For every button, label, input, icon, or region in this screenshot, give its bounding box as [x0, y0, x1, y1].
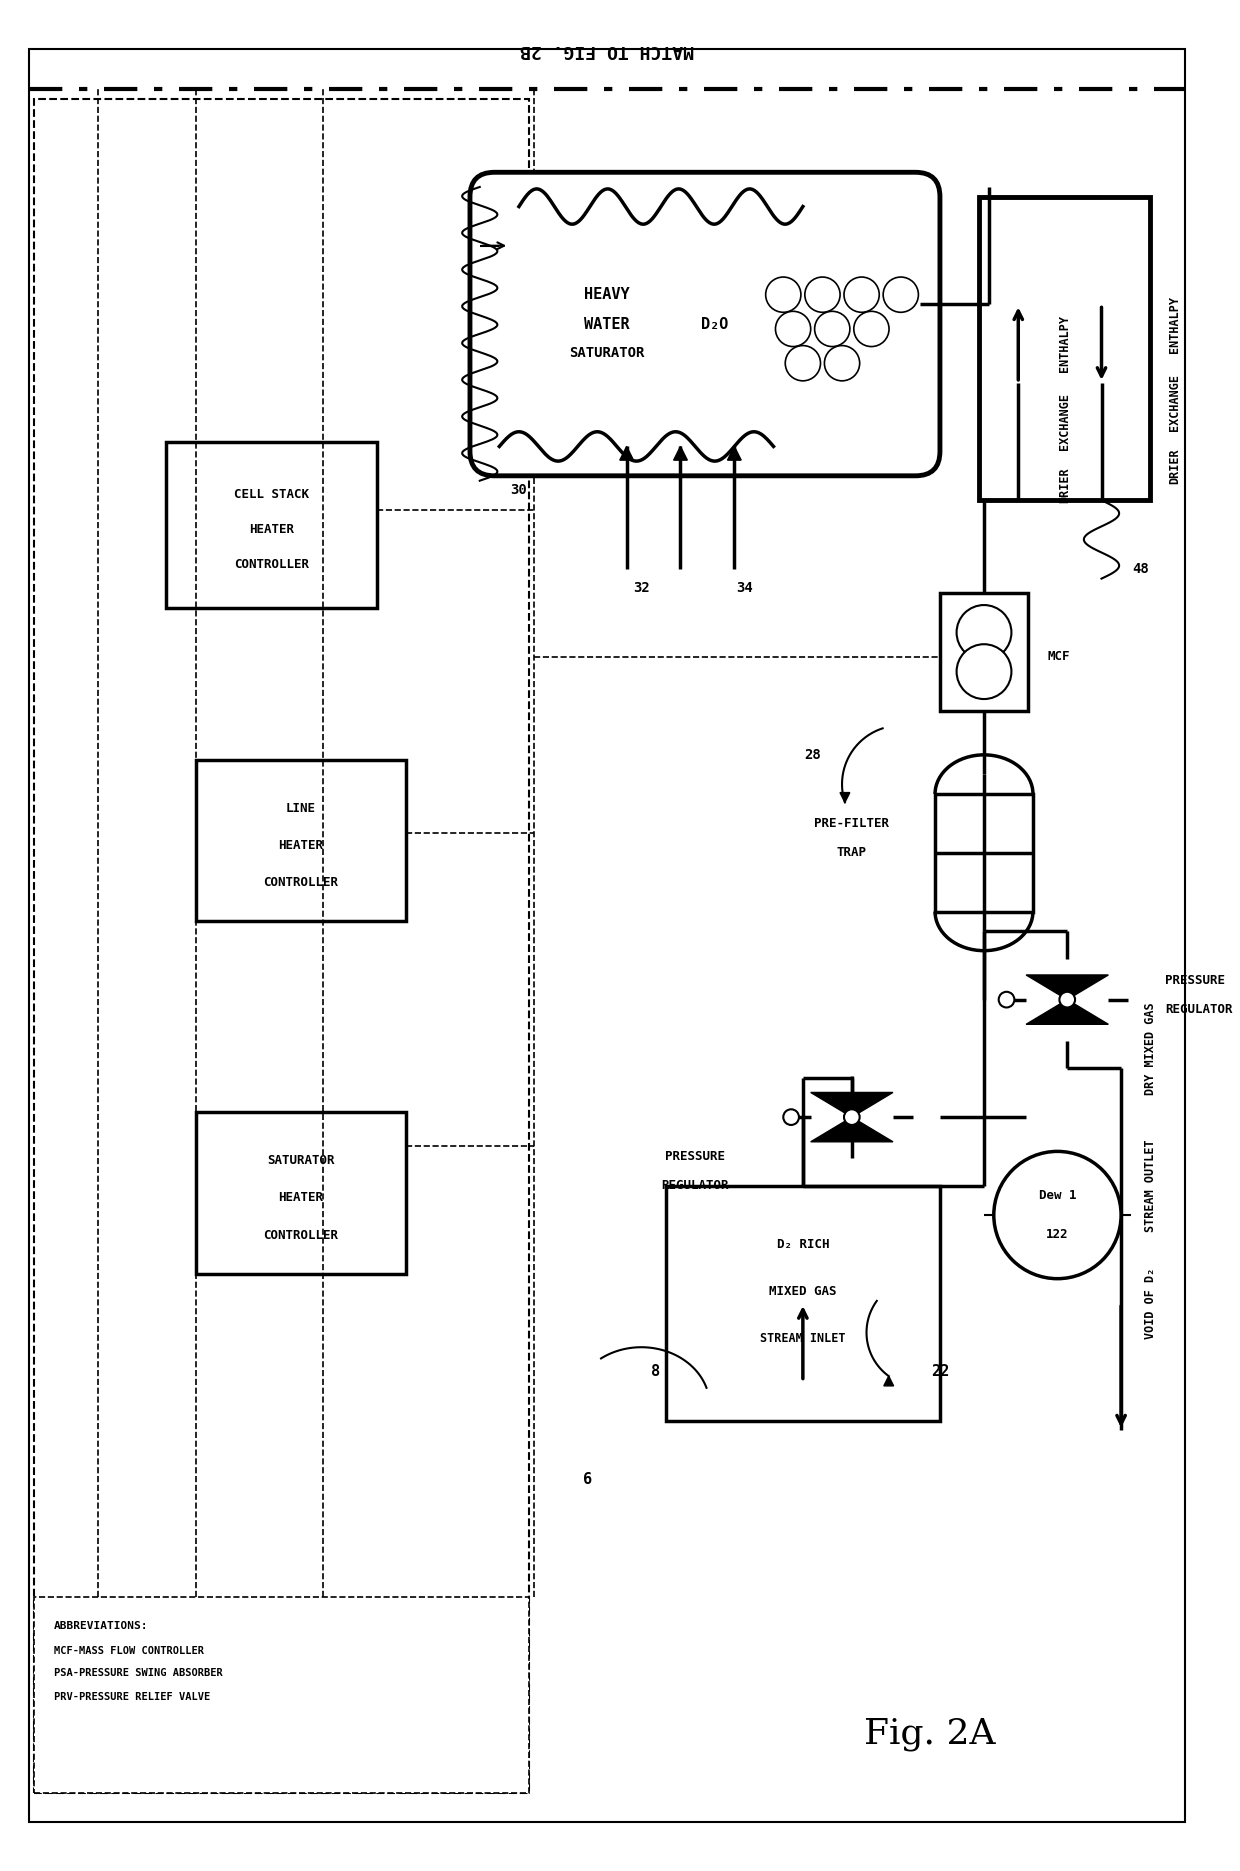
Circle shape [883, 277, 919, 312]
Circle shape [844, 277, 879, 312]
Bar [35, 99, 528, 1792]
Text: PSA-PRESSURE SWING ABSORBER: PSA-PRESSURE SWING ABSORBER [53, 1669, 223, 1678]
Text: 32: 32 [632, 582, 650, 595]
Text: Dew 1: Dew 1 [1039, 1188, 1076, 1201]
Text: MIXED GAS: MIXED GAS [769, 1285, 837, 1298]
Text: 48: 48 [1132, 561, 1149, 576]
Circle shape [998, 992, 1014, 1007]
Text: SATURATOR: SATURATOR [569, 346, 645, 361]
Bar [196, 760, 407, 921]
Text: DRY MIXED GAS: DRY MIXED GAS [1145, 1003, 1157, 1095]
Polygon shape [811, 1093, 893, 1117]
Polygon shape [884, 1375, 894, 1386]
Text: HEATER: HEATER [279, 1192, 324, 1205]
Text: CELL STACK: CELL STACK [234, 488, 309, 501]
Polygon shape [1027, 975, 1109, 999]
Text: CONTROLLER: CONTROLLER [234, 558, 309, 571]
Text: 8: 8 [651, 1364, 661, 1379]
Polygon shape [620, 447, 634, 460]
Bar [686, 256, 729, 393]
Circle shape [956, 604, 1012, 660]
Bar [940, 593, 1028, 711]
Text: PRESSURE: PRESSURE [665, 1151, 725, 1162]
Circle shape [844, 1110, 859, 1124]
Text: VOID OF D₂: VOID OF D₂ [1145, 1267, 1157, 1340]
Text: DRIER: DRIER [1168, 449, 1182, 485]
Circle shape [784, 1110, 799, 1124]
Text: 28: 28 [805, 748, 821, 761]
Text: 6: 6 [583, 1472, 591, 1487]
Bar [935, 793, 1033, 911]
Polygon shape [673, 447, 687, 460]
Text: TRAP: TRAP [837, 846, 867, 859]
Circle shape [956, 644, 1012, 700]
Text: PRESSURE: PRESSURE [1166, 973, 1225, 986]
Text: ABBREVIATIONS:: ABBREVIATIONS: [53, 1622, 149, 1632]
Text: WATER: WATER [584, 316, 630, 331]
Text: CONTROLLER: CONTROLLER [264, 876, 339, 889]
Circle shape [825, 346, 859, 382]
Text: 34: 34 [735, 582, 753, 595]
Text: PRV-PRESSURE RELIEF VALVE: PRV-PRESSURE RELIEF VALVE [53, 1691, 210, 1703]
Polygon shape [728, 447, 742, 460]
Text: STREAM INLET: STREAM INLET [760, 1332, 846, 1345]
Text: ENTHALPY: ENTHALPY [1168, 296, 1182, 352]
Text: D₂ RICH: D₂ RICH [776, 1239, 830, 1252]
Polygon shape [811, 1117, 893, 1141]
Polygon shape [1027, 999, 1109, 1023]
Text: SATURATOR: SATURATOR [268, 1154, 335, 1168]
Bar [35, 1596, 528, 1792]
Circle shape [785, 346, 821, 382]
Text: EXCHANGE: EXCHANGE [1058, 393, 1071, 451]
FancyBboxPatch shape [470, 172, 940, 475]
Bar [166, 442, 377, 608]
Circle shape [854, 311, 889, 346]
Text: REGULATOR: REGULATOR [1166, 1003, 1233, 1016]
Text: 22: 22 [931, 1364, 949, 1379]
Text: Fig. 2A: Fig. 2A [864, 1718, 996, 1751]
Circle shape [805, 277, 839, 312]
Text: STREAM OUTLET: STREAM OUTLET [1145, 1139, 1157, 1231]
Text: 30: 30 [511, 483, 527, 498]
Text: D₂O: D₂O [701, 316, 728, 331]
Circle shape [815, 311, 849, 346]
Text: 122: 122 [1047, 1227, 1069, 1240]
Text: ENTHALPY: ENTHALPY [1058, 314, 1071, 372]
Bar [666, 1186, 940, 1420]
Bar [196, 1111, 407, 1274]
Text: EXCHANGE: EXCHANGE [1168, 374, 1182, 430]
Polygon shape [839, 793, 849, 803]
Text: MCF-MASS FLOW CONTROLLER: MCF-MASS FLOW CONTROLLER [53, 1646, 203, 1656]
Circle shape [993, 1151, 1121, 1278]
Text: DRIER: DRIER [1058, 468, 1071, 503]
Text: HEATER: HEATER [279, 838, 324, 851]
Text: HEAVY: HEAVY [584, 286, 630, 303]
Circle shape [775, 311, 811, 346]
Text: MCF: MCF [1048, 651, 1070, 664]
Bar [980, 196, 1151, 500]
Circle shape [1059, 992, 1075, 1007]
Text: MATCH TO FIG. 2B: MATCH TO FIG. 2B [520, 41, 694, 58]
Text: PRE-FILTER: PRE-FILTER [815, 818, 889, 831]
Text: REGULATOR: REGULATOR [661, 1179, 729, 1192]
Text: HEATER: HEATER [249, 524, 294, 537]
Text: LINE: LINE [286, 801, 316, 814]
Text: CONTROLLER: CONTROLLER [264, 1229, 339, 1242]
Circle shape [765, 277, 801, 312]
